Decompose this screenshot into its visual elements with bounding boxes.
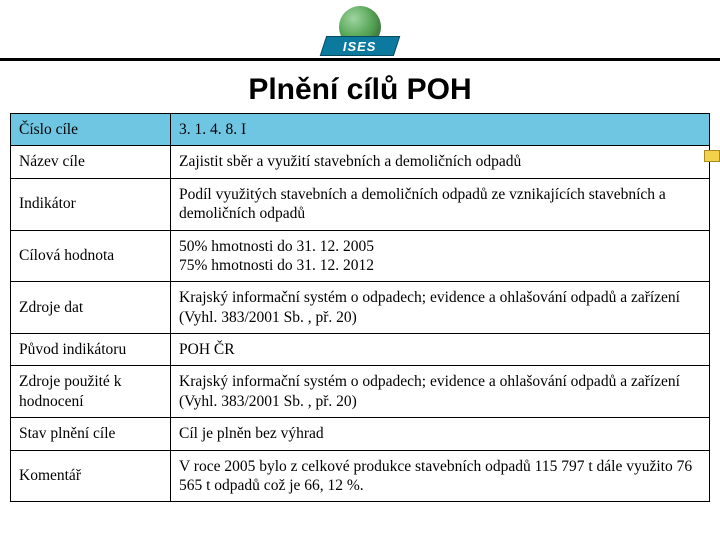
goals-table: Číslo cíle3. 1. 4. 8. INázev cíleZajisti… — [10, 113, 710, 502]
table-row: Původ indikátoruPOH ČR — [11, 334, 710, 366]
row-value: V roce 2005 bylo z celkové produkce stav… — [171, 450, 710, 502]
table-row: Číslo cíle3. 1. 4. 8. I — [11, 114, 710, 146]
row-label: Číslo cíle — [11, 114, 171, 146]
table-row: Název cíleZajistit sběr a využití staveb… — [11, 146, 710, 178]
row-label: Indikátor — [11, 178, 171, 230]
row-value: Cíl je plněn bez výhrad — [171, 418, 710, 450]
row-label: Název cíle — [11, 146, 171, 178]
logo-container: ISES — [0, 0, 720, 56]
page-title: Plnění cílů POH — [0, 73, 720, 107]
table-row: Cílová hodnota50% hmotnosti do 31. 12. 2… — [11, 230, 710, 282]
logo-band: ISES — [320, 36, 400, 56]
row-label: Zdroje použité k hodnocení — [11, 366, 171, 418]
row-label: Stav plnění cíle — [11, 418, 171, 450]
row-label: Původ indikátoru — [11, 334, 171, 366]
table-row: KomentářV roce 2005 bylo z celkové produ… — [11, 450, 710, 502]
title-rule — [0, 58, 720, 61]
row-value: Krajský informační systém o odpadech; ev… — [171, 282, 710, 334]
logo-text: ISES — [343, 39, 377, 54]
table-row: IndikátorPodíl využitých stavebních a de… — [11, 178, 710, 230]
row-value: Zajistit sběr a využití stavebních a dem… — [171, 146, 710, 178]
row-value: Krajský informační systém o odpadech; ev… — [171, 366, 710, 418]
logo: ISES — [323, 6, 397, 56]
row-value: 50% hmotnosti do 31. 12. 200575% hmotnos… — [171, 230, 710, 282]
row-value: Podíl využitých stavebních a demoličních… — [171, 178, 710, 230]
accent-shape — [704, 150, 720, 162]
row-label: Cílová hodnota — [11, 230, 171, 282]
table-row: Zdroje datKrajský informační systém o od… — [11, 282, 710, 334]
row-value: POH ČR — [171, 334, 710, 366]
row-value: 3. 1. 4. 8. I — [171, 114, 710, 146]
row-label: Zdroje dat — [11, 282, 171, 334]
row-label: Komentář — [11, 450, 171, 502]
table-row: Zdroje použité k hodnoceníKrajský inform… — [11, 366, 710, 418]
table-row: Stav plnění cíleCíl je plněn bez výhrad — [11, 418, 710, 450]
